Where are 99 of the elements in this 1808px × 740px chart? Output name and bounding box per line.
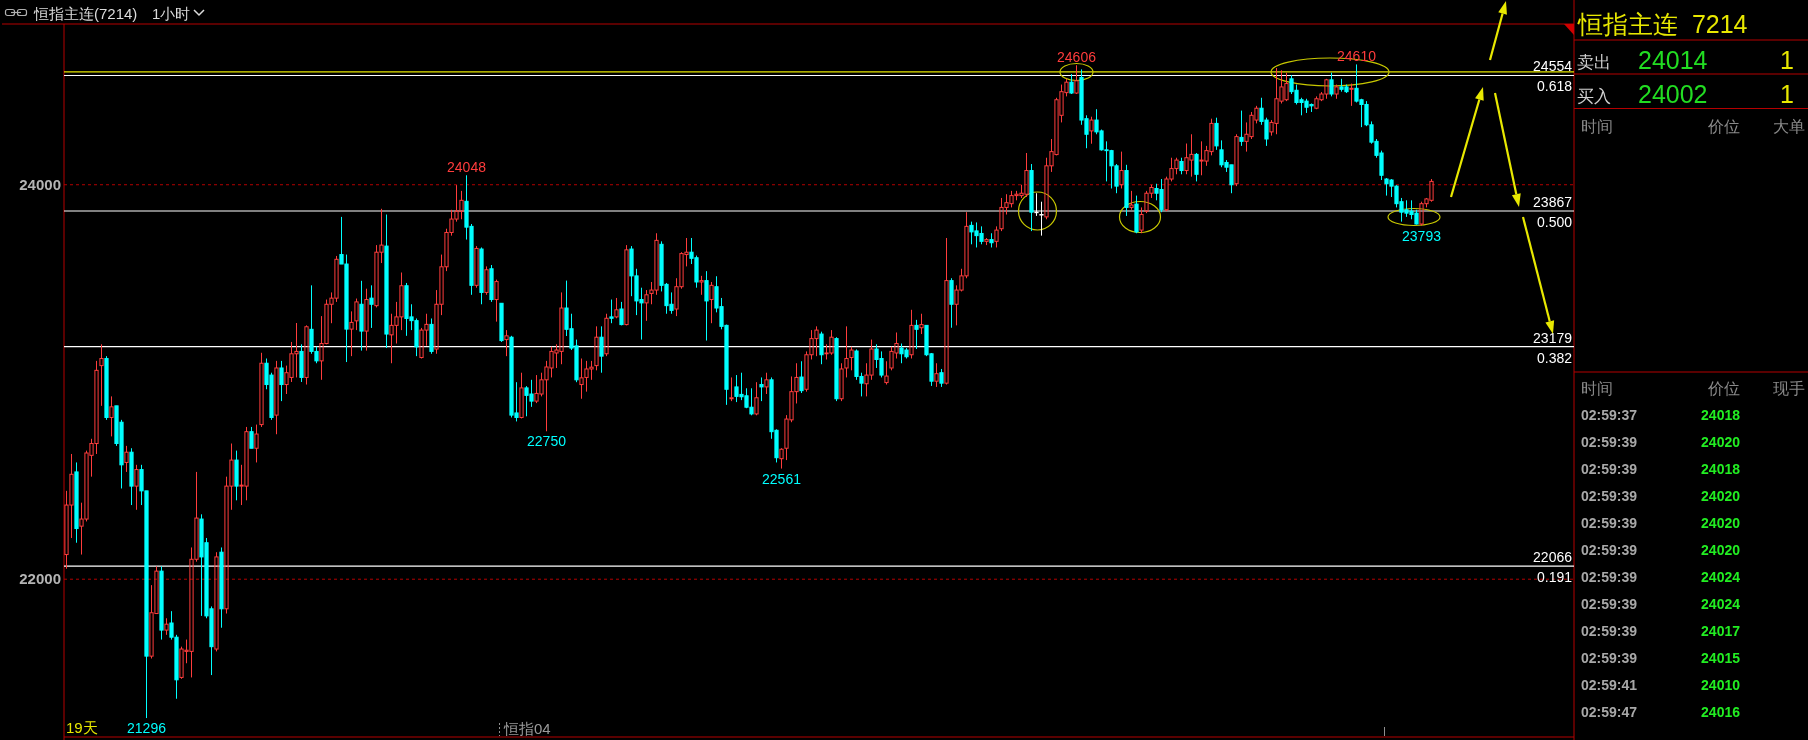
candlestick <box>759 376 764 402</box>
text: 02:59:39 <box>1581 650 1638 666</box>
y-tick-label: 22000 <box>19 570 61 588</box>
candlestick <box>304 326 309 386</box>
text: 02:59:37 <box>1581 407 1638 423</box>
candlestick <box>779 448 784 470</box>
candlestick <box>494 279 499 323</box>
text: 大单 <box>1773 118 1805 135</box>
text: 恒指主连 7214 <box>1577 10 1748 38</box>
candlestick <box>944 237 949 384</box>
candlestick <box>504 329 509 357</box>
candlestick <box>1329 72 1334 97</box>
text: 24017 <box>1701 623 1741 639</box>
candlestick <box>884 360 889 386</box>
candlestick <box>1239 110 1244 147</box>
text: 24016 <box>1701 704 1741 720</box>
annotation: 24610 <box>1337 48 1377 65</box>
candlestick <box>914 319 919 350</box>
annotation: 19天 <box>66 719 98 736</box>
text: 02:59:41 <box>1581 677 1638 693</box>
candlestick <box>909 309 914 360</box>
candlestick <box>729 376 734 402</box>
text: 02:59:39 <box>1581 623 1638 639</box>
annotation: 23793 <box>1402 227 1442 244</box>
ref-line-label: 22066 <box>1533 549 1573 566</box>
annotation: 0.191 <box>1536 569 1573 586</box>
text: 现手 <box>1773 380 1805 397</box>
candlestick <box>274 360 279 435</box>
annotation: 0.382 <box>1536 349 1573 366</box>
candlestick <box>1119 151 1124 189</box>
text: 24024 <box>1701 596 1741 612</box>
text: 价位 <box>1707 118 1740 135</box>
annotation: 恒指04 <box>503 720 551 737</box>
candlestick <box>1139 206 1144 234</box>
candlestick <box>599 325 604 374</box>
text: 24002 <box>1638 80 1708 108</box>
candlestick <box>369 284 374 329</box>
candlestick <box>594 325 599 371</box>
candlestick <box>799 360 804 394</box>
annotation: 21296 <box>127 720 167 737</box>
candlestick <box>1194 152 1199 182</box>
text: 24020 <box>1701 542 1741 558</box>
candlestick <box>134 464 139 511</box>
text: 02:59:39 <box>1581 596 1638 612</box>
text: 02:59:39 <box>1581 569 1638 585</box>
text: 24014 <box>1638 46 1708 74</box>
ref-line-label: 24554 <box>1533 58 1573 75</box>
candlestick <box>279 360 284 402</box>
candlestick <box>934 362 939 388</box>
text: 买入 <box>1577 87 1611 106</box>
ref-line-label: 23179 <box>1533 329 1573 346</box>
chart-title: 恒指主连(7214) <box>33 5 138 22</box>
candlestick <box>709 281 714 324</box>
candlestick <box>349 310 354 357</box>
text: 1 <box>1780 80 1794 108</box>
text: 24018 <box>1701 407 1741 423</box>
ref-line-label: 23867 <box>1533 193 1573 210</box>
text: 时间 <box>1581 380 1613 397</box>
text: 24020 <box>1701 488 1741 504</box>
text: 02:59:47 <box>1581 704 1638 720</box>
candlestick <box>1349 83 1354 107</box>
candlestick <box>819 331 824 365</box>
annotation: 22561 <box>762 470 802 487</box>
annotation: 0.618 <box>1536 78 1573 95</box>
candlestick <box>609 299 614 324</box>
annotation: 0.500 <box>1536 213 1573 230</box>
text: 24024 <box>1701 569 1741 585</box>
candlestick <box>164 617 169 636</box>
text: 时间 <box>1581 118 1613 135</box>
candlestick <box>919 313 924 335</box>
annotation: 22750 <box>527 433 567 450</box>
text: 24015 <box>1701 650 1741 666</box>
candlestick <box>124 445 129 473</box>
annotation: 24606 <box>1057 49 1097 66</box>
text: 02:59:39 <box>1581 488 1638 504</box>
candlestick <box>99 343 104 407</box>
candlestick <box>109 395 114 437</box>
text: 02:59:39 <box>1581 434 1638 450</box>
text: 24020 <box>1701 434 1741 450</box>
text: 24020 <box>1701 515 1741 531</box>
text: 02:59:39 <box>1581 515 1638 531</box>
candlestick <box>1214 117 1219 151</box>
candlestick <box>644 289 649 322</box>
text: 02:59:39 <box>1581 542 1638 558</box>
candlestick <box>949 277 954 329</box>
chart-subtitle: 1小时 <box>152 5 191 22</box>
y-tick-label: 24000 <box>19 175 61 193</box>
candlestick <box>259 352 264 428</box>
candlestick <box>704 270 709 342</box>
annotation: 24048 <box>447 159 487 176</box>
text: 02:59:39 <box>1581 461 1638 477</box>
candlestick <box>364 288 369 352</box>
text: 价位 <box>1707 380 1740 397</box>
candlestick <box>249 426 254 449</box>
text: 24010 <box>1701 677 1741 693</box>
text: 卖出 <box>1577 53 1611 72</box>
candlestick <box>254 424 259 463</box>
text: 24018 <box>1701 461 1741 477</box>
text: 1 <box>1780 46 1794 74</box>
